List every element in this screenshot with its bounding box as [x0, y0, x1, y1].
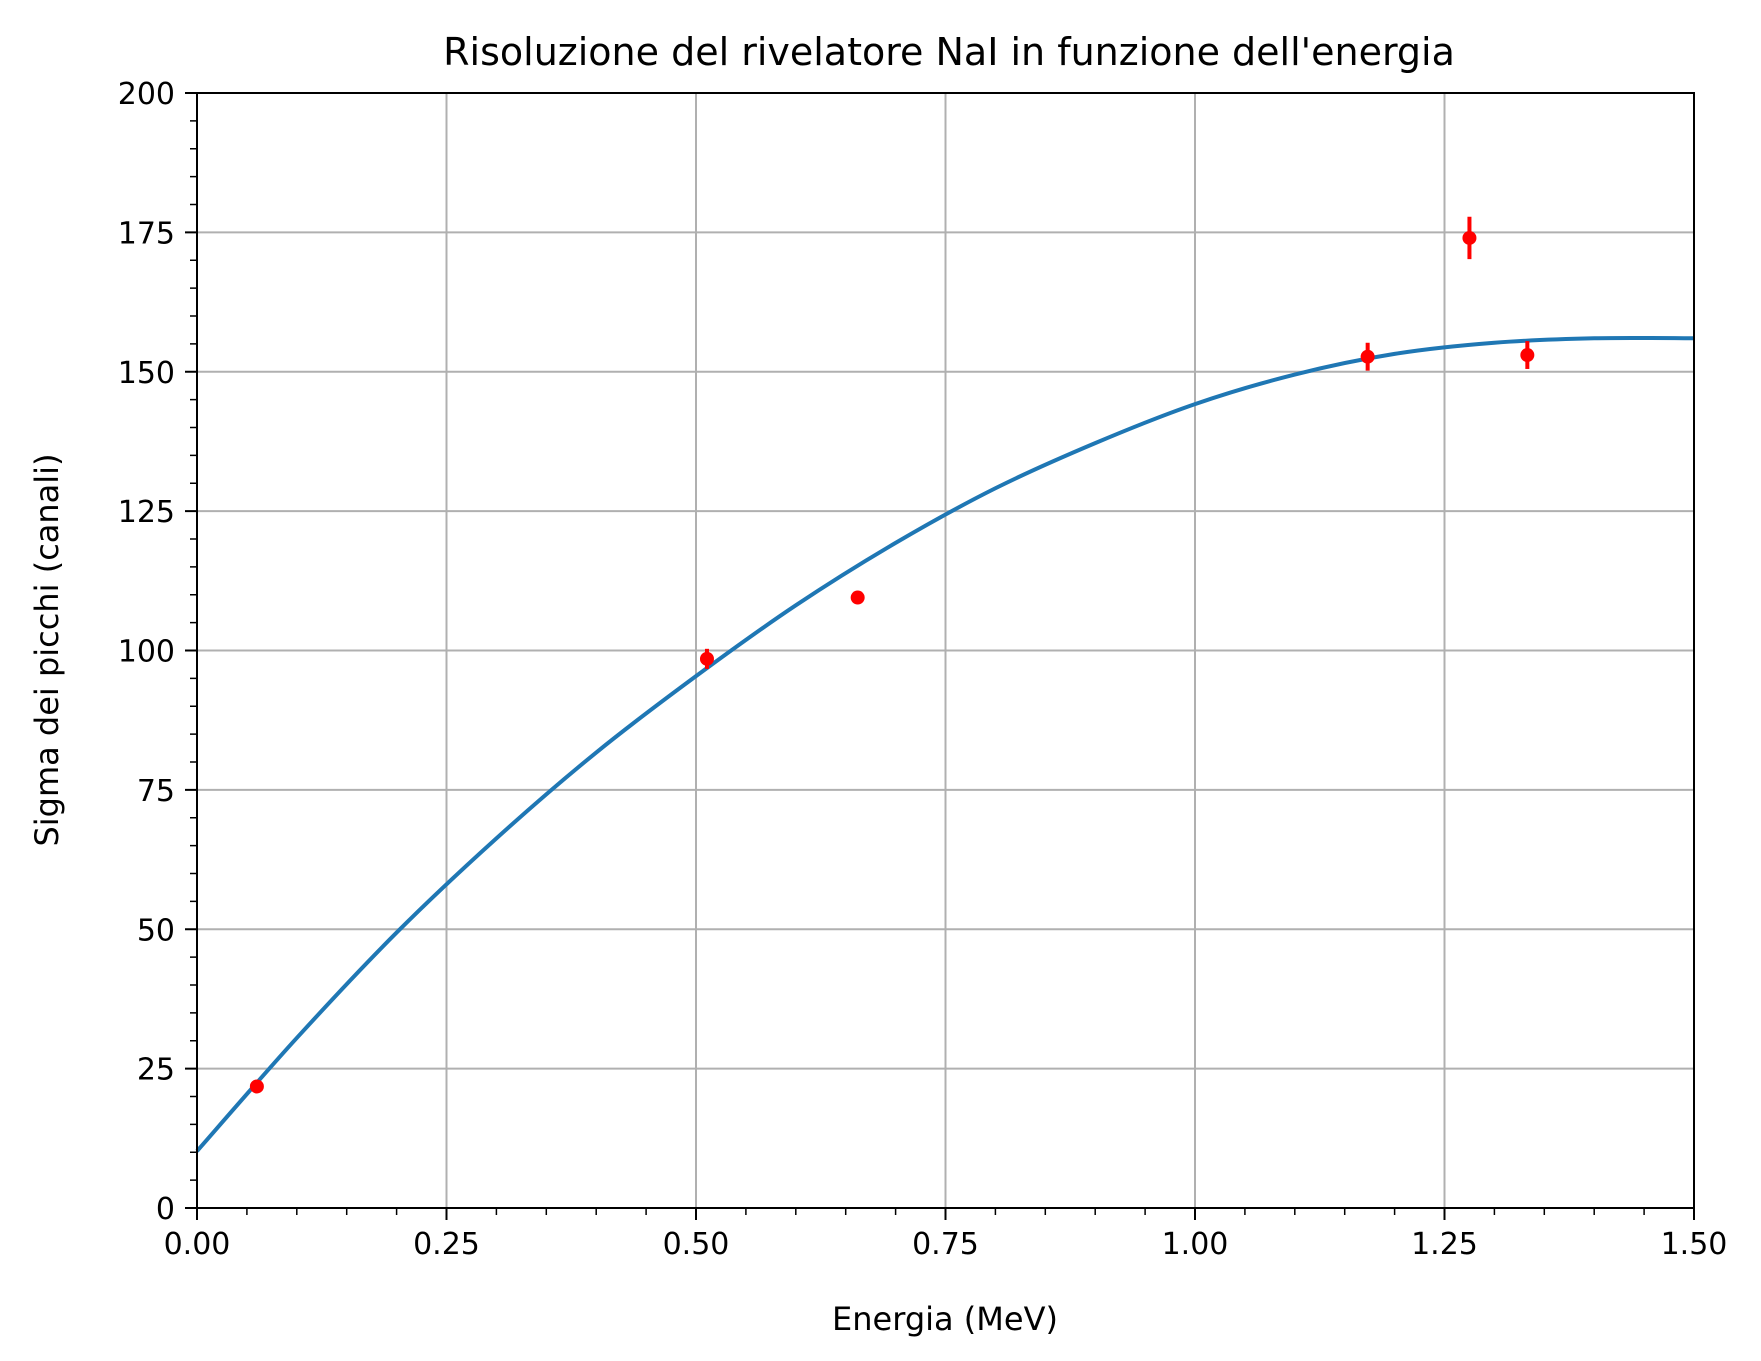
x-tick-label: 0.50 — [663, 1227, 730, 1262]
y-tick-label: 75 — [137, 774, 175, 809]
x-tick-label: 1.00 — [1162, 1227, 1229, 1262]
y-tick-label: 25 — [137, 1053, 175, 1088]
data-point — [850, 590, 865, 605]
x-tick-label: 1.50 — [1661, 1227, 1728, 1262]
x-tick-label: 1.25 — [1411, 1227, 1478, 1262]
y-tick-label: 50 — [137, 913, 175, 948]
y-tick-label: 150 — [118, 356, 175, 391]
x-axis-label: Energia (MeV) — [832, 1300, 1058, 1338]
data-point — [699, 651, 714, 666]
fit-curve-group — [195, 335, 1695, 1153]
y-axis-label: Sigma dei picchi (canali) — [28, 453, 66, 846]
data-point — [249, 1079, 264, 1094]
x-tick-label: 0.75 — [912, 1227, 979, 1262]
data-point — [1360, 349, 1375, 364]
x-axis: 0.00 0.25 0.50 0.75 1.00 1.25 1.50 — [164, 1208, 1728, 1262]
y-tick-label: 200 — [118, 77, 175, 112]
grid — [196, 92, 1695, 1209]
data-points-group — [249, 216, 1535, 1094]
y-tick-label: 100 — [118, 635, 175, 670]
y-tick-label: 0 — [156, 1192, 175, 1227]
x-tick-label: 0.00 — [164, 1227, 231, 1262]
y-tick-label: 125 — [118, 495, 175, 530]
data-point — [1520, 348, 1535, 363]
data-point — [1462, 230, 1477, 245]
fit-curve — [195, 335, 1695, 1153]
x-tick-label: 0.25 — [413, 1227, 480, 1262]
chart-title: Risoluzione del rivelatore NaI in funzio… — [443, 30, 1455, 74]
y-tick-label: 175 — [118, 216, 175, 251]
y-axis: 0 25 50 75 100 125 150 175 200 — [118, 77, 197, 1227]
